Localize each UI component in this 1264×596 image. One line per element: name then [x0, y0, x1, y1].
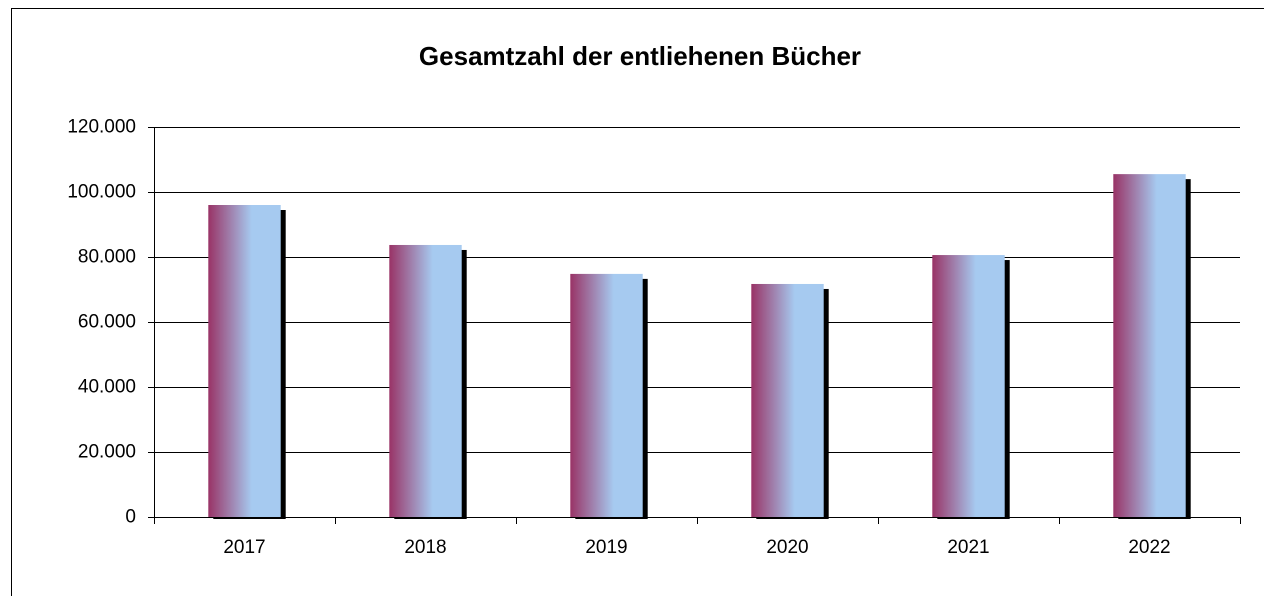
x-tick-label: 2017 [223, 537, 265, 558]
bar [208, 205, 281, 517]
y-tick-label: 40.000 [78, 377, 136, 398]
chart-title: Gesamtzahl der entliehenen Bücher [419, 41, 861, 71]
y-tick-label: 60.000 [78, 312, 136, 333]
bar [1113, 174, 1186, 517]
y-tick-label: 20.000 [78, 442, 136, 463]
bar [570, 273, 643, 517]
bar [932, 255, 1005, 518]
y-tick-label: 80.000 [78, 247, 136, 268]
x-tick-label: 2020 [766, 537, 808, 558]
x-tick-label: 2019 [585, 537, 627, 558]
bar [751, 283, 824, 517]
x-tick-label: 2022 [1128, 537, 1170, 558]
bar [389, 244, 462, 517]
x-tick-label: 2021 [947, 537, 989, 558]
y-tick-label: 120.000 [67, 117, 136, 138]
x-tick-label: 2018 [404, 537, 446, 558]
y-tick-label: 100.000 [67, 182, 136, 203]
y-tick-label: 0 [125, 507, 136, 528]
